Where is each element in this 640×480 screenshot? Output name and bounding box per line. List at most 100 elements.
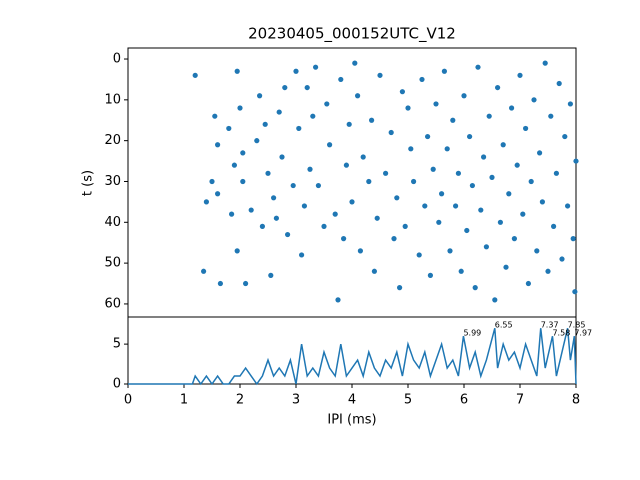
scatter-point <box>425 133 431 140</box>
scatter-point <box>355 93 361 99</box>
peak-label: 7.58 <box>552 329 570 338</box>
x-tick-label: 1 <box>180 393 188 408</box>
scatter-point <box>343 162 349 168</box>
scatter-point <box>408 146 414 152</box>
scatter-point <box>394 195 400 201</box>
y-tick-label: 50 <box>104 256 121 271</box>
scatter-point <box>531 97 537 103</box>
scatter-point <box>497 219 503 225</box>
scatter-point <box>341 236 347 242</box>
scatter-point <box>486 113 492 119</box>
scatter-point <box>572 289 578 295</box>
scatter-point <box>259 223 265 229</box>
scatter-point <box>282 84 288 91</box>
scatter-point <box>503 264 509 270</box>
scatter-point <box>304 84 310 91</box>
scatter-point <box>551 223 557 229</box>
scatter-point <box>276 109 282 115</box>
x-tick-label: 2 <box>236 393 244 408</box>
scatter-point <box>500 142 506 148</box>
scatter-point <box>520 211 526 217</box>
scatter-point <box>467 133 473 140</box>
x-axis-label: IPI (ms) <box>327 413 376 428</box>
scatter-point <box>422 203 428 209</box>
scatter-point <box>534 248 540 254</box>
scatter-point <box>383 170 389 176</box>
scatter-point <box>402 223 408 229</box>
scatter-point <box>369 117 375 123</box>
scatter-point <box>461 93 467 99</box>
y-axis-label: t (s) <box>81 170 96 196</box>
scatter-point <box>231 162 237 168</box>
y-tick-label: 40 <box>104 215 121 230</box>
scatter-point <box>517 72 523 78</box>
scatter-point <box>240 178 246 185</box>
scatter-point <box>416 252 422 258</box>
scatter-point <box>299 252 305 258</box>
x-tick-label: 8 <box>572 393 580 408</box>
scatter-point <box>453 203 459 209</box>
scatter-point <box>455 170 461 176</box>
scatter-point <box>248 207 254 213</box>
scatter-point <box>338 76 344 83</box>
peak-label: 7.85 <box>568 321 586 330</box>
scatter-point <box>296 125 302 132</box>
scatter-point <box>254 138 260 144</box>
scatter-point <box>492 297 498 303</box>
chart-title: 20230405_000152UTC_V12 <box>248 25 456 44</box>
scatter-point <box>483 244 489 250</box>
scatter-point <box>215 142 221 148</box>
scatter-point <box>548 113 554 119</box>
scatter-point <box>234 68 240 74</box>
scatter-point <box>481 154 487 160</box>
scatter-point <box>444 146 450 152</box>
scatter-point <box>240 150 246 156</box>
scatter-point <box>301 203 307 209</box>
scatter-point <box>217 280 223 287</box>
peak-label: 7.97 <box>574 329 592 338</box>
scatter-point <box>419 76 425 83</box>
scatter-point <box>539 199 546 205</box>
scatter-point <box>559 256 565 262</box>
y-tick-label: 0 <box>113 377 121 392</box>
scatter-point <box>285 231 291 238</box>
scatter-point <box>209 178 215 185</box>
scatter-point <box>257 93 263 99</box>
scatter-point <box>391 236 397 242</box>
scatter-point <box>439 191 445 197</box>
x-tick-label: 5 <box>404 393 412 408</box>
scatter-point <box>495 84 501 91</box>
scatter-point <box>433 101 439 107</box>
scatter-point <box>523 125 529 132</box>
scatter-point <box>573 158 579 164</box>
scatter-point <box>315 182 321 189</box>
scatter-point <box>374 215 380 221</box>
scatter-point <box>570 236 576 242</box>
scatter-point <box>366 178 372 185</box>
scatter-point <box>450 117 456 123</box>
scatter-point <box>293 68 299 74</box>
scatter-point <box>489 174 495 180</box>
scatter-point <box>212 113 218 119</box>
scatter-point <box>271 195 277 201</box>
scatter-point <box>349 199 355 205</box>
scatter-point <box>229 211 235 217</box>
scatter-point <box>472 285 478 291</box>
peak-label: 5.99 <box>463 329 481 338</box>
scatter-point <box>377 72 383 78</box>
scatter-point <box>514 162 520 168</box>
peak-label: 6.55 <box>495 321 513 330</box>
scatter-point <box>234 248 240 254</box>
scatter-point <box>290 182 296 189</box>
y-tick-label: 5 <box>113 337 121 352</box>
scatter-point <box>545 268 551 274</box>
scatter-point <box>441 68 447 74</box>
scatter-point <box>475 64 481 70</box>
scatter-point <box>332 211 338 217</box>
scatter-point <box>506 191 512 197</box>
scatter-point <box>567 101 574 107</box>
scatter-point <box>528 178 534 185</box>
x-tick-label: 7 <box>516 393 524 408</box>
scatter-point <box>371 268 377 274</box>
x-tick-label: 4 <box>348 393 356 408</box>
